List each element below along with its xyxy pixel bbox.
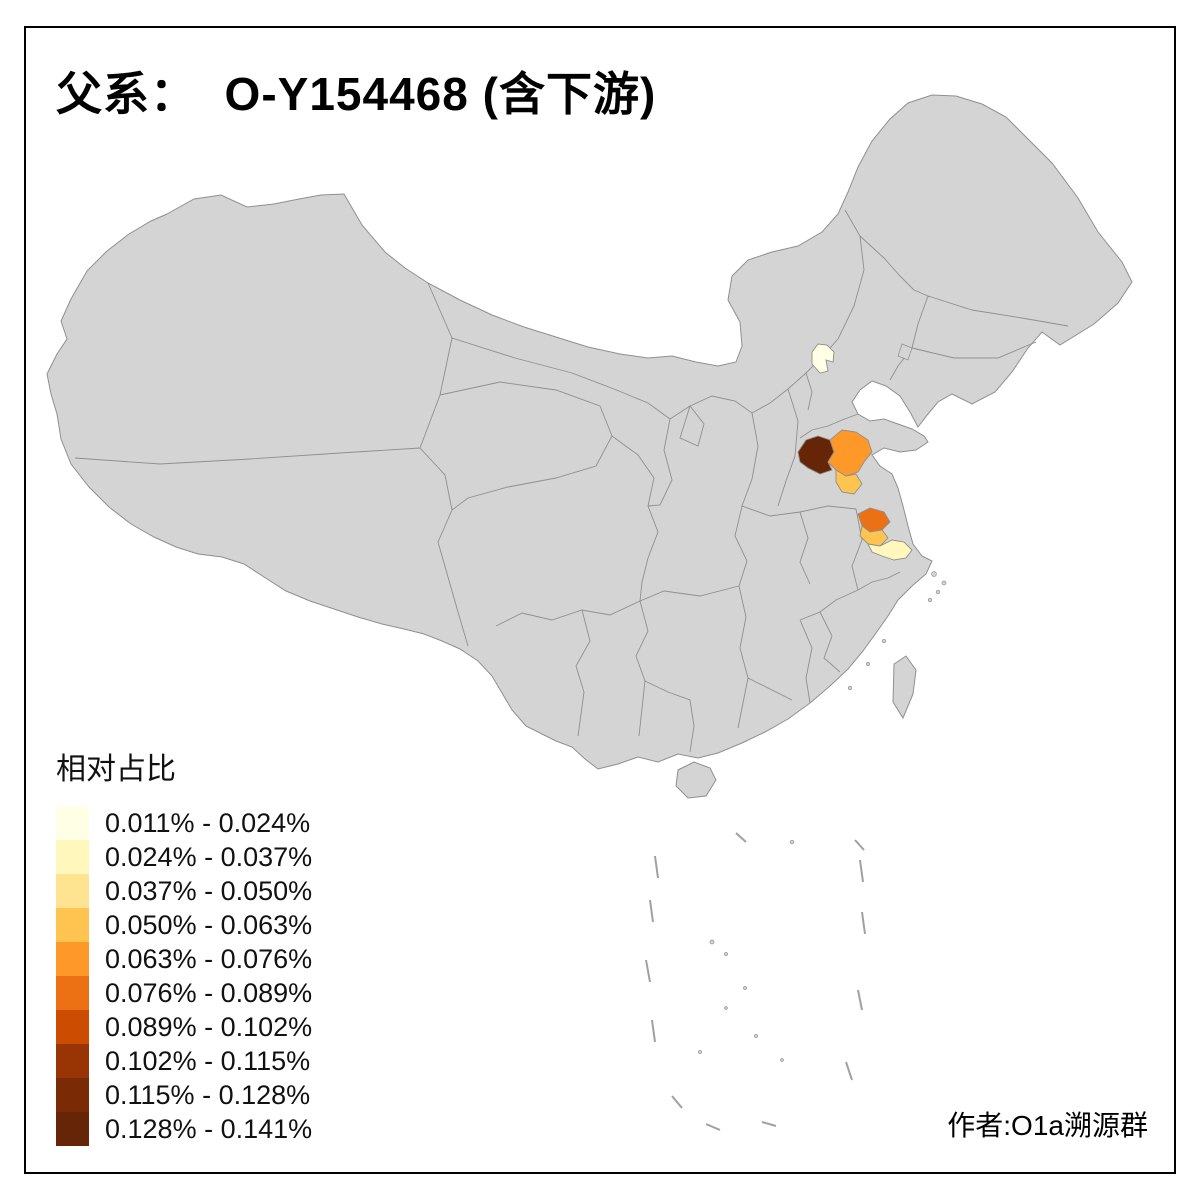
legend-swatch (56, 1044, 89, 1078)
highlighted-regions (797, 343, 913, 561)
region-south-shandong (835, 469, 863, 495)
legend-label: 0.128% - 0.141% (105, 1113, 313, 1144)
legend-entry: 0.024% - 0.037% (56, 840, 312, 874)
legend-label: 0.011% - 0.024% (105, 807, 311, 838)
region-southeast-jiangsu (867, 539, 913, 561)
legend-label: 0.102% - 0.115% (105, 1045, 311, 1076)
nine-dash-line (645, 832, 866, 1131)
legend-label: 0.076% - 0.089% (105, 977, 313, 1008)
page-title: 父系： O-Y154468 (含下游) (56, 68, 657, 120)
legend-label: 0.037% - 0.050% (105, 875, 313, 906)
legend-swatch (56, 908, 89, 942)
bohai-islet (897, 343, 913, 361)
region-central-jiangsu (859, 525, 889, 547)
legend-label: 0.050% - 0.063% (105, 909, 313, 940)
hainan-island (675, 761, 717, 799)
legend-swatch (56, 1078, 89, 1112)
legend-entry: 0.089% - 0.102% (56, 1010, 312, 1044)
taiwan-island (892, 655, 917, 720)
region-beijing-area (811, 343, 835, 374)
legend-label: 0.063% - 0.076% (105, 943, 313, 974)
province-borders (74, 209, 1069, 753)
offshore-islets (698, 571, 947, 1062)
legend-entry: 0.115% - 0.128% (56, 1078, 312, 1112)
legend-entry: 0.050% - 0.063% (56, 908, 312, 942)
legend-swatch (56, 942, 89, 976)
legend-swatch (56, 1112, 89, 1146)
legend-entry: 0.063% - 0.076% (56, 942, 312, 976)
legend-entries: 0.011% - 0.024% 0.024% - 0.037% 0.037% - 0… (56, 806, 312, 1146)
legend-title: 相对占比 (56, 753, 176, 786)
legend-swatch (56, 840, 89, 874)
legend-entry: 0.128% - 0.141% (56, 1112, 312, 1146)
author-credit: 作者:O1a溯源群 (947, 1110, 1148, 1141)
legend-entry: 0.102% - 0.115% (56, 1044, 312, 1078)
legend-label: 0.115% - 0.128% (105, 1079, 311, 1110)
legend: 相对占比 0.011% - 0.024% 0.024% - 0.037% 0.037… (56, 744, 312, 1146)
legend-entry: 0.037% - 0.050% (56, 874, 312, 908)
legend-entry: 0.011% - 0.024% (56, 806, 312, 840)
legend-label: 0.089% - 0.102% (105, 1011, 313, 1042)
legend-swatch (56, 1010, 89, 1044)
region-central-shandong (827, 429, 873, 477)
legend-swatch (56, 874, 89, 908)
legend-swatch (56, 806, 89, 840)
legend-entry: 0.076% - 0.089% (56, 976, 312, 1010)
legend-swatch (56, 976, 89, 1010)
china-mainland (46, 94, 1133, 770)
legend-label: 0.024% - 0.037% (105, 841, 313, 872)
